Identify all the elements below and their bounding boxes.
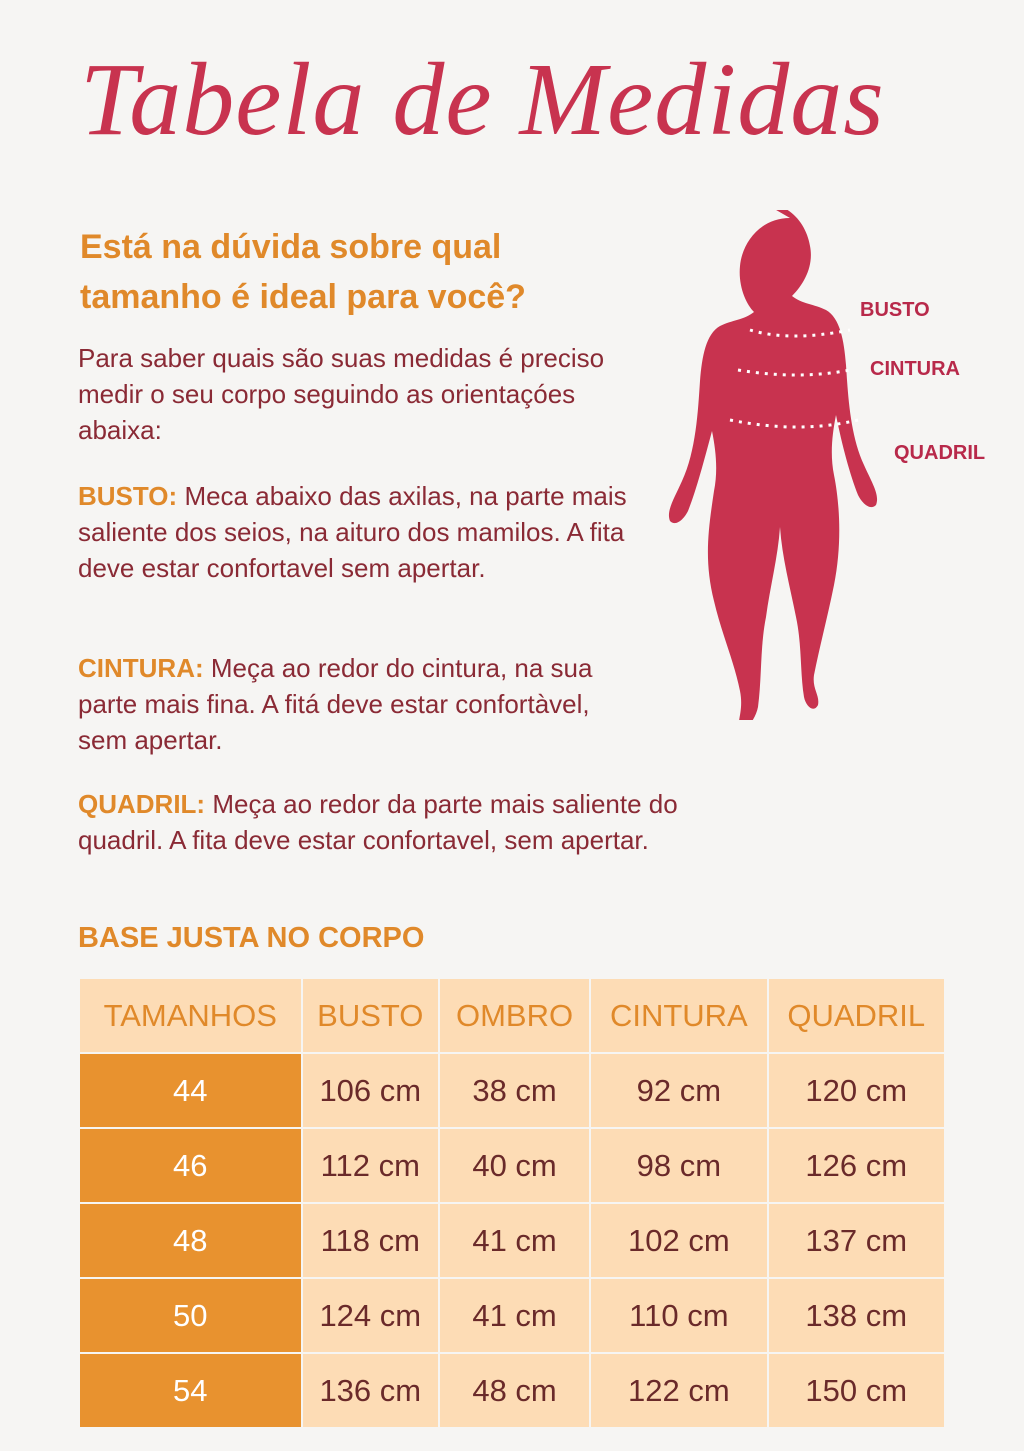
size-cell: 48 (78, 1202, 303, 1279)
cell: 110 cm (589, 1277, 769, 1354)
size-cell: 50 (78, 1277, 303, 1354)
cell: 41 cm (437, 1277, 592, 1354)
size-cell: 46 (78, 1127, 303, 1204)
cell: 126 cm (766, 1127, 947, 1204)
cell: 102 cm (589, 1202, 769, 1279)
instruction: BUSTO: Meca abaixo das axilas, na parte … (78, 478, 658, 586)
size-cell: 44 (78, 1052, 303, 1129)
cell: 118 cm (300, 1202, 440, 1279)
cell: 98 cm (589, 1127, 769, 1204)
label: QUADRIL: (78, 789, 206, 819)
header-cell: CINTURA (589, 977, 769, 1054)
table-title: BASE JUSTA NO CORPO (78, 922, 425, 954)
cell: 137 cm (766, 1202, 947, 1279)
header-cell: QUADRIL (766, 977, 947, 1054)
cell: 150 cm (766, 1352, 947, 1429)
table-row: 46 112 cm 40 cm 98 cm 126 cm (78, 1127, 947, 1204)
text: Meça ao redor da parte mais saliente do … (78, 789, 678, 855)
label: BUSTO: (78, 481, 178, 511)
cell: 40 cm (437, 1127, 592, 1204)
size-cell: 54 (78, 1352, 303, 1429)
text: Meca abaixo das axilas, na parte mais sa… (78, 481, 627, 583)
table-row: 54 136 cm 48 cm 122 cm 150 cm (78, 1352, 947, 1429)
header-cell: TAMANHOS (78, 977, 303, 1054)
instruction: QUADRIL: Meça ao redor da parte mais sal… (78, 786, 758, 858)
cell: 92 cm (589, 1052, 769, 1129)
size-table: TAMANHOS BUSTO OMBRO CINTURA QUADRIL 44 106 cm… (78, 977, 947, 1429)
table-row: 44 106 cm 38 cm 92 cm 120 cm (78, 1052, 947, 1129)
header-cell: BUSTO (300, 977, 440, 1054)
figure-label: CINTURA (870, 358, 960, 380)
cell: 138 cm (766, 1277, 947, 1354)
instruction: CINTURA: Meça ao redor do cintura, na su… (78, 650, 638, 758)
cell: 106 cm (300, 1052, 440, 1129)
cell: 41 cm (437, 1202, 592, 1279)
text: Meça ao redor do cintura, na sua parte m… (78, 653, 593, 755)
table-row: 50 124 cm 41 cm 110 cm 138 cm (78, 1277, 947, 1354)
label: CINTURA: (78, 653, 204, 683)
cell: 38 cm (437, 1052, 592, 1129)
header-cell: OMBRO (437, 977, 592, 1054)
measure-lines (729, 328, 859, 429)
figure-label: BUSTO (860, 299, 930, 321)
title: Tabela de Medidas (80, 42, 885, 157)
figure: BUSTO CINTURA QUADRIL (669, 210, 985, 720)
subtitle: Está na dúvida sobre qual (80, 228, 502, 266)
intro: Para saber quais são suas medidas é prec… (78, 343, 605, 445)
subtitle: tamanho é ideal para você? (80, 278, 526, 316)
cell: 124 cm (300, 1277, 440, 1354)
cell: 112 cm (300, 1127, 440, 1204)
figure-label: QUADRIL (894, 442, 985, 464)
silhouette (669, 210, 877, 720)
cell: 48 cm (437, 1352, 592, 1429)
cell: 136 cm (300, 1352, 440, 1429)
table-row: 48 118 cm 41 cm 102 cm 137 cm (78, 1202, 947, 1279)
cell: 120 cm (766, 1052, 947, 1129)
cell: 122 cm (589, 1352, 769, 1429)
